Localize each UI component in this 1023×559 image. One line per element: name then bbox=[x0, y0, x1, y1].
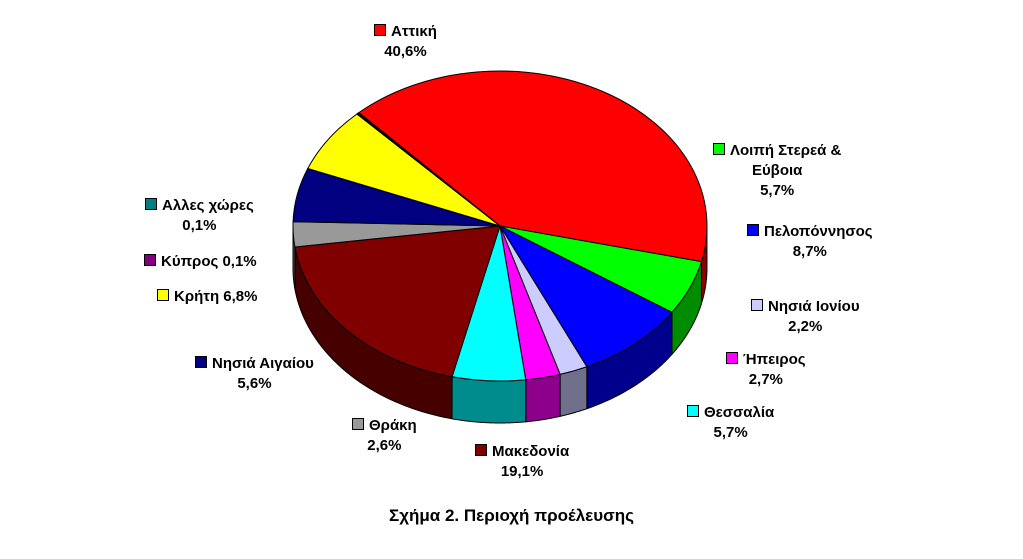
slice-αττική-label: Αττική 40,6% bbox=[374, 22, 437, 62]
slice-νησιά-αιγαίου-swatch bbox=[195, 356, 207, 368]
slice-μακεδονία bbox=[294, 225, 501, 378]
slice-ήπειρος-text: Ήπειρος bbox=[743, 351, 806, 368]
slice-νησιά-αιγαίου-text: Νησιά Αιγαίου bbox=[212, 355, 314, 372]
slice-μακεδονία-percent: 19,1% bbox=[500, 463, 544, 480]
slice-αλλες-χώρες-percent: 0,1% bbox=[182, 217, 217, 234]
slice-αττική-percent: 40,6% bbox=[384, 43, 427, 60]
slice-μακεδονία-swatch bbox=[475, 444, 487, 456]
slice-κρήτη-label: Κρήτη 6,8% bbox=[157, 287, 258, 307]
slice-αττική-text: Αττική bbox=[391, 23, 437, 40]
slice-λοιπή-στερεά-εύβοια-percent: 5,7% bbox=[760, 182, 795, 199]
slice-νησιά-ιονίου-text: Νησιά Ιονίου bbox=[768, 298, 860, 315]
slice-πελοπόννησος-label: Πελοπόννησος 8,7% bbox=[747, 222, 873, 262]
slice-αλλες-χώρες-swatch bbox=[145, 198, 157, 210]
slice-λοιπή-στερεά-εύβοια-swatch bbox=[713, 143, 725, 155]
slice-θεσσαλία-text: Θεσσαλία bbox=[704, 404, 775, 421]
slice-θεσσαλία-side bbox=[451, 376, 527, 424]
slice-θεσσαλία-label: Θεσσαλία 5,7% bbox=[687, 403, 774, 443]
slice-κρήτη-text: Κρήτη 6,8% bbox=[174, 288, 258, 305]
slice-νησιά-ιονίου-label: Νησιά Ιονίου 2,2% bbox=[751, 297, 860, 337]
slice-αλλες-χώρες-label: Αλλες χώρες 0,1% bbox=[145, 196, 254, 236]
slice-θράκη-text: Θράκη bbox=[369, 417, 417, 434]
figure-caption: Σχήμα 2. Περιοχή προέλευσης bbox=[389, 506, 634, 525]
slice-ήπειρος-swatch bbox=[726, 352, 738, 364]
slice-νησιά-ιονίου-side bbox=[559, 365, 588, 417]
slice-λοιπή-στερεά-εύβοια-text: Λοιπή Στερεά & bbox=[730, 142, 842, 159]
slice-θράκη-percent: 2,6% bbox=[367, 437, 402, 454]
slice-ήπειρος-side bbox=[525, 373, 561, 423]
slice-αττική-swatch bbox=[374, 24, 386, 36]
slice-θράκη-label: Θράκη 2,6% bbox=[352, 416, 417, 456]
slice-μακεδονία-label: Μακεδονία 19,1% bbox=[475, 442, 569, 482]
slice-αλλες-χώρες-text: Αλλες χώρες bbox=[162, 197, 254, 214]
slice-νησιά-ιονίου-percent: 2,2% bbox=[788, 318, 823, 335]
slice-θράκη-swatch bbox=[352, 418, 364, 430]
slice-νησιά-ιονίου-swatch bbox=[751, 299, 763, 311]
pie-side-walls bbox=[292, 226, 708, 424]
slice-ήπειρος-percent: 2,7% bbox=[748, 371, 783, 388]
slice-ήπειρος-label: Ήπειρος 2,7% bbox=[726, 350, 806, 390]
slice-πελοπόννησος-text: Πελοπόννησος bbox=[764, 223, 873, 240]
slice-λοιπή-στερεά-εύβοια-label: Λοιπή Στερεά & Εύβοια 5,7% bbox=[713, 141, 841, 201]
slice-κρήτη-swatch bbox=[157, 289, 169, 301]
slice-πελοπόννησος-swatch bbox=[747, 224, 759, 236]
slice-νησιά-αιγαίου-percent: 5,6% bbox=[237, 375, 272, 392]
slice-νησιά-αιγαίου-label: Νησιά Αιγαίου 5,6% bbox=[195, 354, 314, 394]
slice-πελοπόννησος-percent: 8,7% bbox=[792, 243, 827, 260]
slice-μακεδονία-text: Μακεδονία bbox=[492, 443, 570, 460]
slice-αττική bbox=[357, 70, 708, 263]
slice-θεσσαλία-swatch bbox=[687, 405, 699, 417]
slice-κύπρος-swatch bbox=[144, 254, 156, 266]
slice-θεσσαλία-percent: 5,7% bbox=[713, 424, 748, 441]
pie-top-faces bbox=[292, 70, 708, 382]
slice-κύπρος-label: Κύπρος 0,1% bbox=[144, 252, 257, 272]
slice-πελοπόννησος bbox=[498, 224, 673, 368]
slice-αλλες-χώρες bbox=[357, 112, 501, 227]
slice-κύπρος-text: Κύπρος 0,1% bbox=[161, 253, 257, 270]
